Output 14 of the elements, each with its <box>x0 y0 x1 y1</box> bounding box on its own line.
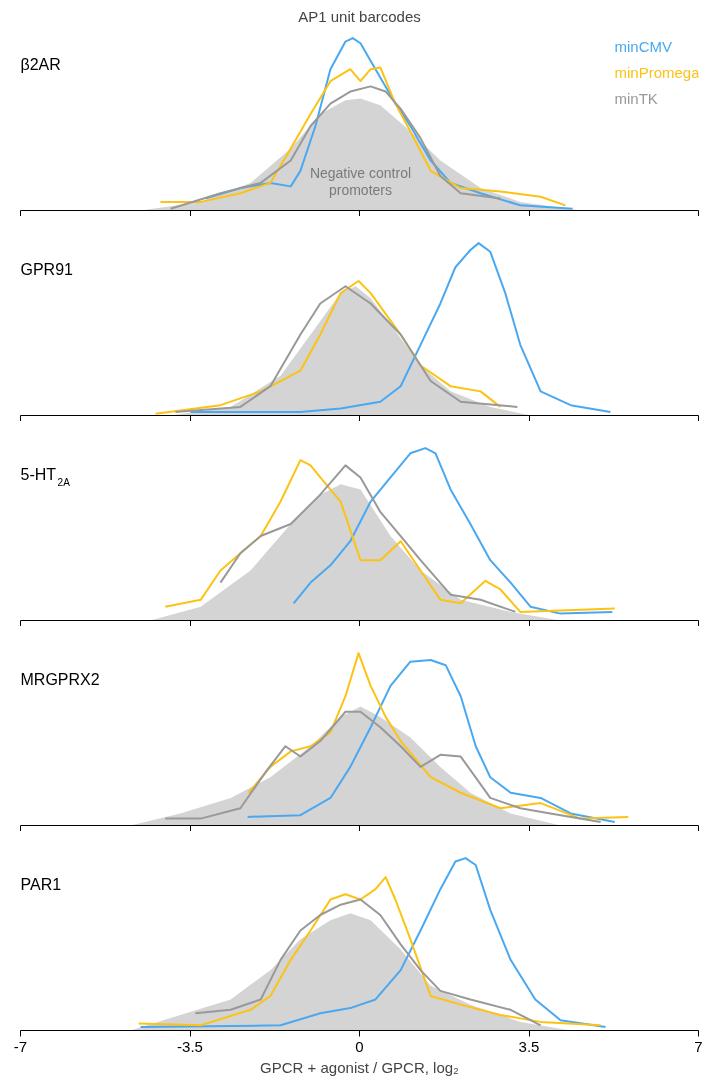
text: minTK <box>614 90 658 108</box>
x-tick-label: 0 <box>355 1037 364 1055</box>
text: β2AR <box>20 55 61 73</box>
x-tick-label: -3.5 <box>177 1037 203 1055</box>
chart-title: AP1 unit barcodes <box>298 7 421 25</box>
text: minCMV <box>614 38 673 56</box>
x-tick-label: 3.5 <box>518 1037 540 1055</box>
text: PAR1 <box>20 875 62 893</box>
x-axis-title: GPCR + agonist / GPCR, log₂ <box>260 1058 460 1076</box>
x-tick-label: 7 <box>694 1037 703 1055</box>
text: MRGPRX2 <box>20 670 100 688</box>
series-label: Negative control promoters <box>309 165 412 199</box>
x-tick-label: -7 <box>13 1037 28 1055</box>
text: GPR91 <box>20 260 74 278</box>
